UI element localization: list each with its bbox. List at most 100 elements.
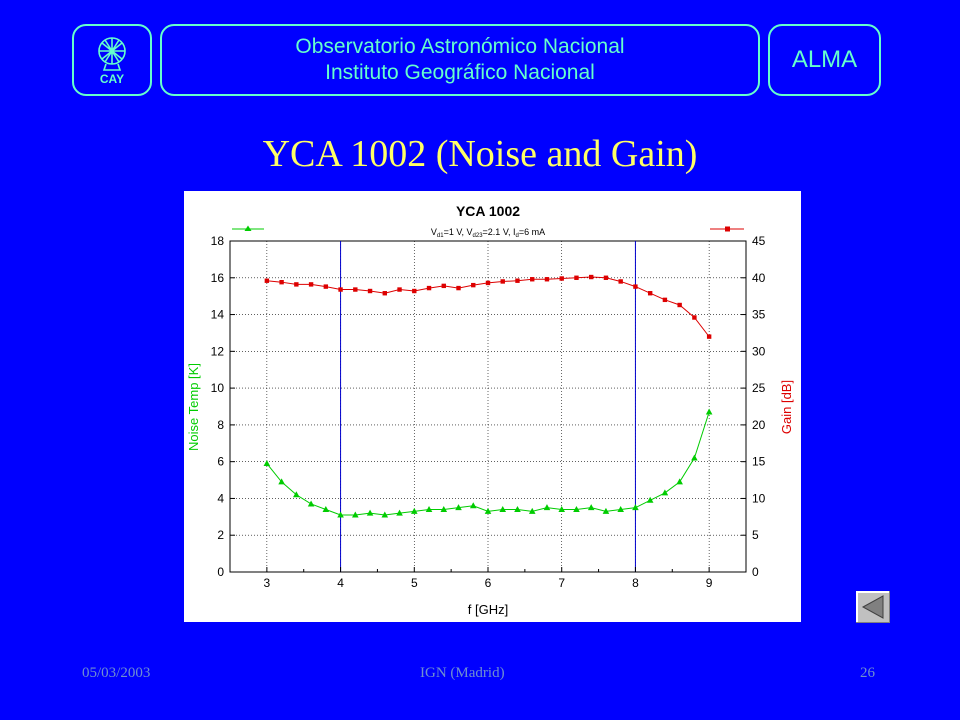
y-right-tick-label: 40 [752, 271, 766, 285]
gain-point [294, 282, 299, 287]
y-right-tick-label: 45 [752, 234, 766, 248]
gain-point [574, 275, 579, 280]
noise-point [528, 507, 536, 514]
noise-point [293, 491, 300, 498]
gain-point [559, 276, 564, 281]
noise-point [646, 496, 654, 503]
noise-point [587, 504, 595, 511]
x-tick-label: 3 [264, 576, 271, 590]
noise-point [676, 478, 683, 485]
noise-point [469, 502, 477, 509]
gain-point [662, 297, 668, 303]
gain-point [485, 280, 491, 286]
gain-point [353, 287, 358, 292]
chart-background [184, 191, 801, 622]
noise-point [705, 408, 713, 415]
gain-point [589, 274, 594, 280]
legend-triangle-marker [244, 225, 252, 231]
institution-line-2: Instituto Geográfico Nacional [325, 61, 595, 84]
y-left-tick-label: 8 [217, 418, 224, 432]
gain-point [515, 278, 520, 283]
noise-point [661, 489, 669, 496]
noise-gain-chart: 3 4 5 6 7 8 9024681012141618051015202530354045… [184, 191, 801, 622]
y-left-tick-label: 0 [217, 565, 224, 579]
gain-point [530, 277, 535, 282]
noise-point [499, 505, 507, 512]
noise-point [322, 505, 330, 512]
slide-title: YCA 1002 (Noise and Gain) [262, 133, 698, 175]
y-right-tick-label: 20 [752, 418, 766, 432]
gain-point [382, 291, 387, 296]
y-axis-left-label: Noise Temp [K] [186, 363, 201, 451]
legend-noise [232, 225, 264, 231]
x-tick-label: 5 [411, 576, 418, 590]
noise-point [410, 507, 418, 514]
y-left-tick-label: 6 [217, 455, 224, 469]
alma-badge: ALMA [768, 24, 881, 96]
noise-point [366, 509, 374, 516]
gain-point [412, 288, 417, 294]
gain-point [397, 287, 402, 292]
gain-point [692, 315, 697, 320]
gain-point [308, 282, 314, 287]
noise-point [573, 505, 580, 512]
institution-banner: Observatorio Astronómico Nacional Instit… [160, 24, 760, 96]
y-right-tick-label: 0 [752, 565, 759, 579]
gain-point [426, 285, 432, 291]
y-left-tick-label: 2 [217, 528, 224, 542]
y-right-tick-label: 30 [752, 344, 766, 358]
series [263, 274, 713, 518]
noise-point [543, 504, 551, 511]
institution-line-1: Observatorio Astronómico Nacional [295, 35, 625, 58]
x-tick-label: 9 [706, 576, 713, 590]
dome-globe-icon [98, 37, 126, 71]
y-right-tick-label: 10 [752, 491, 766, 505]
y-left-tick-label: 14 [211, 308, 225, 322]
gain-point [264, 278, 270, 283]
gain-point [279, 279, 284, 285]
y-right-tick-label: 35 [752, 308, 766, 322]
x-tick-label: 6 [485, 576, 492, 590]
noise-point [484, 507, 492, 514]
y-left-tick-label: 16 [211, 271, 225, 285]
y-left-tick-label: 10 [211, 381, 225, 395]
gain-point [456, 285, 461, 291]
noise-point [632, 504, 639, 511]
legend-gain [710, 226, 744, 232]
noise-point [337, 511, 344, 518]
previous-slide-button[interactable] [856, 591, 890, 623]
alma-label: ALMA [791, 46, 858, 73]
noise-point [278, 478, 285, 485]
gain-point [706, 334, 712, 339]
footer-center: IGN (Madrid) [420, 665, 505, 681]
legend-square-marker [725, 226, 730, 232]
noise-point [263, 460, 271, 467]
x-axis-label: f [GHz] [468, 602, 508, 617]
noise-point [440, 505, 448, 512]
gain-point [544, 277, 550, 282]
previous-triangle-icon [861, 595, 884, 619]
gain-point [500, 279, 505, 284]
noise-point [455, 504, 462, 511]
gain-point [471, 282, 476, 288]
gain-point [618, 279, 623, 284]
noise-point [307, 500, 315, 507]
gain-point [338, 287, 343, 292]
footer-date: 05/03/2003 [82, 665, 151, 681]
noise-point [691, 454, 698, 461]
y-right-tick-label: 15 [752, 455, 766, 469]
gain-point [677, 302, 682, 308]
gain-point [441, 283, 446, 289]
cay-logo: CAY [72, 24, 152, 96]
gain-point [603, 275, 609, 280]
noise-point [352, 511, 359, 518]
noise-point [381, 511, 389, 518]
noise-point [558, 505, 566, 512]
y-axis-right-label: Gain [dB] [779, 380, 794, 434]
x-tick-label: 7 [558, 576, 565, 590]
noise-point [396, 509, 403, 516]
noise-point [425, 505, 433, 512]
y-left-tick-label: 12 [211, 344, 225, 358]
y-left-tick-label: 4 [217, 491, 224, 505]
